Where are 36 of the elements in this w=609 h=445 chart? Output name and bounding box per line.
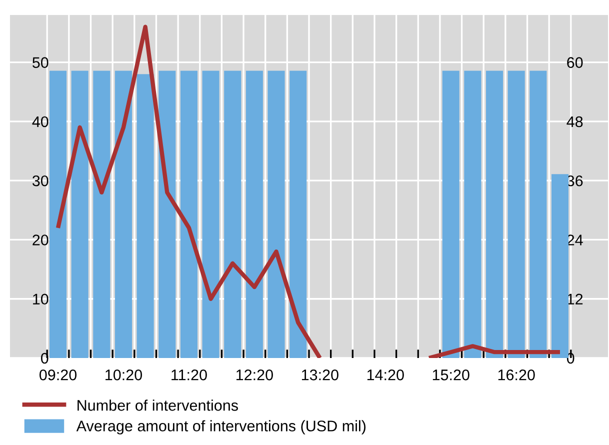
bar [71,70,88,358]
x-tick-label: 11:20 [172,370,207,380]
bar [224,70,242,358]
x-tick-label: 09:20 [39,370,77,380]
x-tick-label: 16:20 [498,370,535,380]
x-tick-label: 15:20 [432,370,470,380]
y2-tick-label: 12 [568,294,583,304]
bar [551,174,568,358]
y-tick-label: 50 [32,57,48,68]
bar [442,70,460,358]
y2-tick-label: 60 [567,57,583,68]
y-tick-label: 20 [32,234,48,246]
legend-label: Number of interventions [78,400,238,411]
bar [530,70,547,358]
legend-label: Average amount of interventions (USD mil) [76,420,366,434]
bar [158,70,176,358]
bar [202,70,220,358]
bar [290,70,307,358]
bar [114,70,132,358]
x-tick-label: 10:20 [106,370,142,380]
bar [246,70,263,358]
y2-tick-label: 48 [566,116,583,128]
bar [486,70,504,358]
bar [93,70,110,358]
bar [464,70,482,358]
y-tick-label: 10 [33,294,48,305]
bar [136,74,154,358]
x-tick-label: 14:20 [367,370,404,380]
x-tick-label: 12:20 [236,370,273,380]
y-tick-label: 30 [32,175,48,186]
bar [268,70,285,358]
y-tick-label: 40 [32,116,48,128]
bar [508,70,525,358]
bar [180,70,198,358]
bar [50,70,67,358]
x-tick-label: 13:20 [302,370,338,380]
